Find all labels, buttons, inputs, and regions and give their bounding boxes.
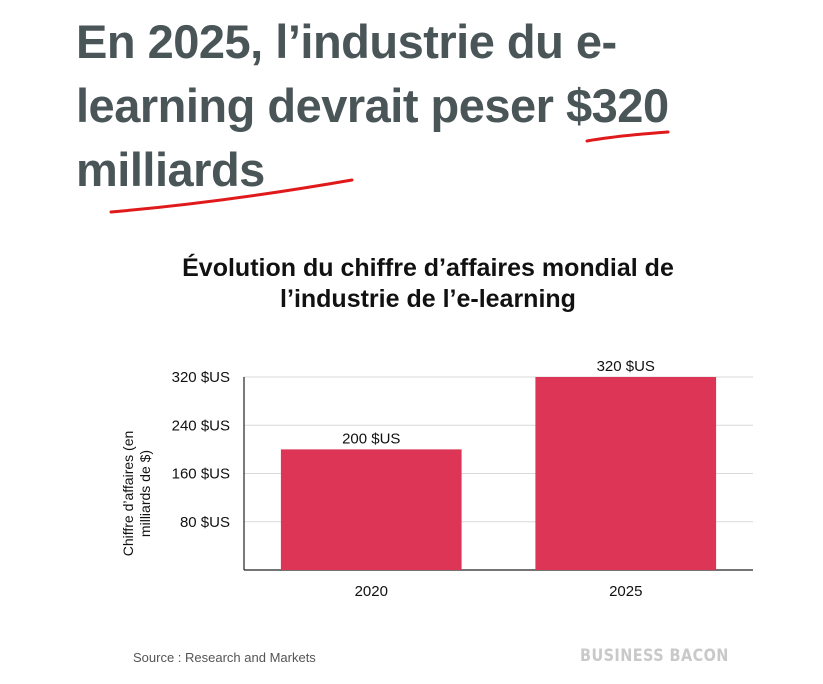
bar-value-label: 200 $US bbox=[342, 430, 400, 447]
y-axis-label-line-2: milliards de $) bbox=[137, 450, 153, 537]
y-tick-label: 320 $US bbox=[172, 369, 230, 386]
y-axis-label-line-1: Chiffre d’affaires (en bbox=[120, 431, 136, 557]
bar-value-label: 320 $US bbox=[597, 358, 655, 375]
source-note: Source : Research and Markets bbox=[133, 650, 316, 665]
chart-title: Évolution du chiffre d’affaires mondial … bbox=[60, 253, 796, 315]
y-axis-label: Chiffre d’affaires (enmilliards de $) bbox=[120, 431, 153, 557]
y-tick-label: 80 $US bbox=[180, 514, 230, 531]
bar-2025 bbox=[535, 377, 717, 570]
chart-title-line-2: l’industrie de l’e-learning bbox=[280, 285, 576, 313]
headline-line-2: learning devrait peser $320 bbox=[76, 79, 669, 132]
brand-logo: BUSINESS BACON bbox=[580, 646, 729, 666]
bar-chart: 80 $US 160 $US 240 $US 320 $US 200 $US 2020 32… bbox=[120, 358, 753, 600]
headline: En 2025, l’industrie du e- learning devr… bbox=[76, 10, 776, 202]
x-tick-label: 2020 bbox=[355, 583, 388, 600]
headline-line-1: En 2025, l’industrie du e- bbox=[76, 15, 617, 68]
chart-title-line-1: Évolution du chiffre d’affaires mondial … bbox=[182, 254, 674, 282]
x-tick-label: 2025 bbox=[609, 583, 642, 600]
headline-line-3: milliards bbox=[76, 143, 265, 196]
y-tick-label: 160 $US bbox=[172, 466, 230, 483]
bar-2020 bbox=[280, 449, 462, 570]
y-tick-label: 240 $US bbox=[172, 417, 230, 434]
